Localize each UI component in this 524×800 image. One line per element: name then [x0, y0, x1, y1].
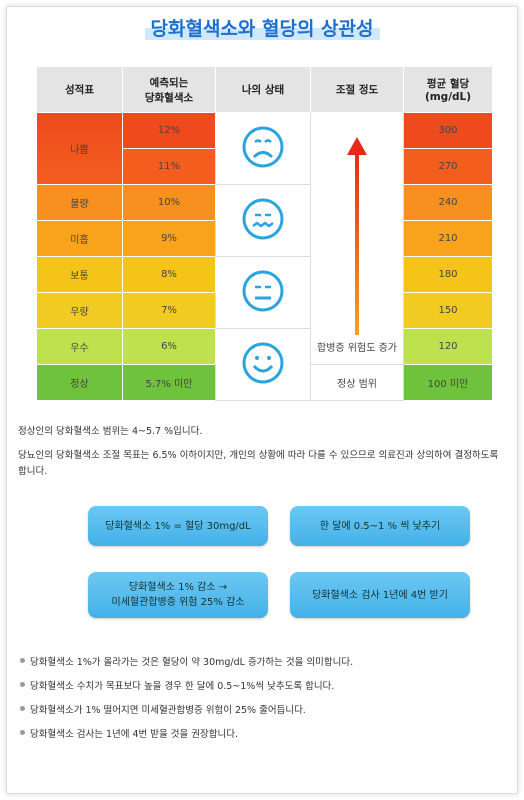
info-box: 당화혈색소 검사 1년에 4번 받기	[290, 572, 470, 618]
info-box: 당화혈색소 1% 감소 → 미세혈관합병증 위험 25% 감소	[88, 572, 268, 618]
hba1c: 5.7% 미만	[122, 364, 216, 401]
title-wrap: 당화혈색소와 혈당의 상관성	[0, 14, 524, 41]
control-cell: 합병증 위험도 증가	[310, 112, 404, 365]
hba1c: 8%	[122, 256, 216, 293]
up-arrow	[347, 137, 367, 335]
frame	[6, 6, 518, 794]
grade: 우수	[36, 328, 123, 365]
hba1c: 10%	[122, 184, 216, 221]
info-box: 한 달에 0.5~1 % 씩 낮추기	[290, 506, 470, 546]
glucose: 150	[403, 292, 493, 329]
hba1c: 11%	[122, 148, 216, 185]
sad-face	[242, 126, 284, 168]
grade: 나쁨	[36, 112, 123, 185]
hba1c: 12%	[122, 112, 216, 149]
title: 당화혈색소와 혈당의 상관성	[144, 18, 380, 40]
hba1c-table: 성적표 예측되는 당화혈색소 나의 상태 조절 정도 평균 혈당 (mg/dL) 나쁨 …	[36, 66, 493, 401]
glucose: 120	[403, 328, 493, 365]
header: 성적표	[36, 66, 123, 113]
face-cell	[215, 112, 311, 185]
hba1c: 6%	[122, 328, 216, 365]
glucose: 100 미만	[403, 364, 493, 401]
info-box: 당화혈색소 1% = 혈당 30mg/dL	[88, 506, 268, 546]
happy-face	[242, 342, 284, 384]
face-cell	[215, 328, 311, 401]
note: 정상인의 당화혈색소 범위는 4~5.7 %입니다.	[18, 426, 203, 437]
glucose: 240	[403, 184, 493, 221]
control-cell: 정상 범위	[310, 364, 404, 401]
glucose: 270	[403, 148, 493, 185]
grade: 우량	[36, 292, 123, 329]
grade: 미흡	[36, 220, 123, 257]
control-label: 합병증 위험도 증가	[317, 343, 397, 354]
header: 예측되는 당화혈색소	[122, 66, 216, 113]
face-cell	[215, 256, 311, 329]
glucose: 210	[403, 220, 493, 257]
grade: 보통	[36, 256, 123, 293]
note: 당뇨인의 당화혈색소 조절 목표는 6.5% 이하이지만, 개인의 상황에 따라…	[18, 450, 499, 477]
glucose: 300	[403, 112, 493, 149]
face-cell	[215, 184, 311, 257]
neutral-face	[242, 270, 284, 312]
bullet: 당화혈색소가 1% 떨어지면 미세혈관합병증 위험이 25% 줄어듭니다.	[20, 702, 306, 716]
header: 조절 정도	[310, 66, 404, 113]
header: 나의 상태	[215, 66, 311, 113]
worried-face	[242, 198, 284, 240]
glucose: 180	[403, 256, 493, 293]
grade: 정상	[36, 364, 123, 401]
header: 평균 혈당 (mg/dL)	[403, 66, 493, 113]
hba1c: 7%	[122, 292, 216, 329]
bullet: 당화혈색소 수치가 목표보다 높을 경우 한 달에 0.5~1%씩 낮추도록 합…	[19, 678, 334, 692]
bullet: 당화혈색소 1%가 올라가는 것은 혈당이 약 30mg/dL 증가하는 것을 …	[19, 654, 353, 668]
grade: 불량	[36, 184, 123, 221]
hba1c: 9%	[122, 220, 216, 257]
bullet: 당화혈색소 검사는 1년에 4번 받을 것을 권장합니다.	[19, 726, 238, 740]
